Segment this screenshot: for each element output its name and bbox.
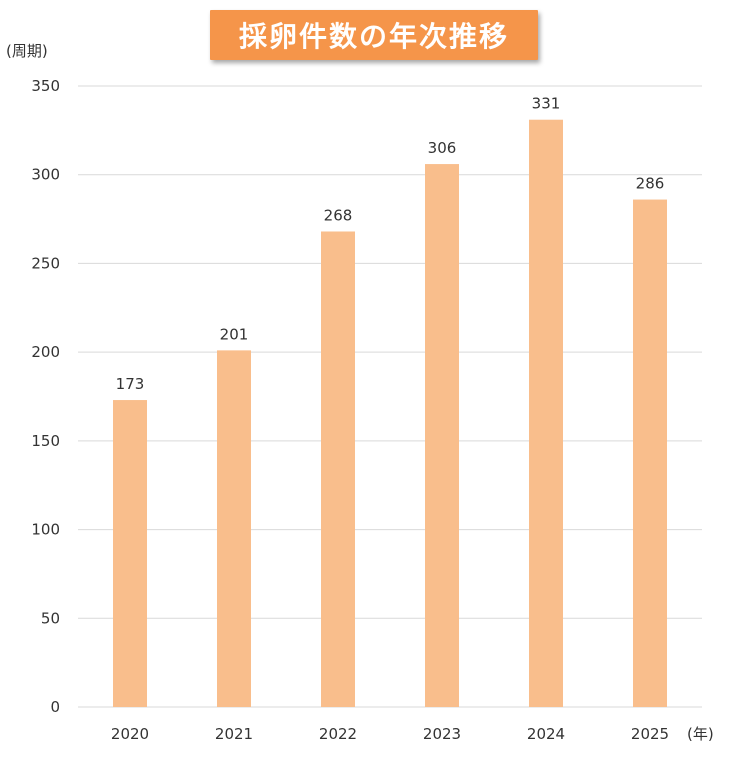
data-label: 306: [428, 139, 457, 157]
chart-title-box: 採卵件数の年次推移: [210, 10, 538, 60]
data-label: 286: [636, 175, 665, 193]
x-tick-label: 2023: [423, 725, 461, 743]
y-tick-label: 250: [31, 254, 60, 272]
y-tick-label: 150: [31, 432, 60, 450]
y-tick-label: 300: [31, 166, 60, 184]
chart-title: 採卵件数の年次推移: [238, 20, 509, 53]
x-tick-label: 2025: [631, 725, 669, 743]
x-tick-label: 2020: [111, 725, 149, 743]
y-tick-label: 100: [31, 521, 60, 539]
x-tick-label: 2022: [319, 725, 357, 743]
data-label: 173: [116, 375, 145, 393]
bar: [425, 164, 459, 707]
bar: [529, 119, 563, 707]
data-label: 201: [220, 325, 249, 343]
y-tick-label: 200: [31, 343, 60, 361]
bar: [113, 400, 147, 707]
y-axis-label: (周期): [6, 42, 48, 60]
bar: [633, 199, 667, 707]
y-tick-label: 50: [41, 609, 60, 627]
bar: [321, 231, 355, 707]
y-tick-label: 0: [50, 698, 60, 716]
x-tick-label: 2024: [527, 725, 565, 743]
data-label: 331: [532, 95, 561, 113]
bar: [217, 350, 251, 707]
y-tick-label: 350: [31, 77, 60, 95]
x-tick-label: 2021: [215, 725, 253, 743]
x-axis-label: (年): [687, 725, 714, 743]
data-label: 268: [324, 206, 353, 224]
